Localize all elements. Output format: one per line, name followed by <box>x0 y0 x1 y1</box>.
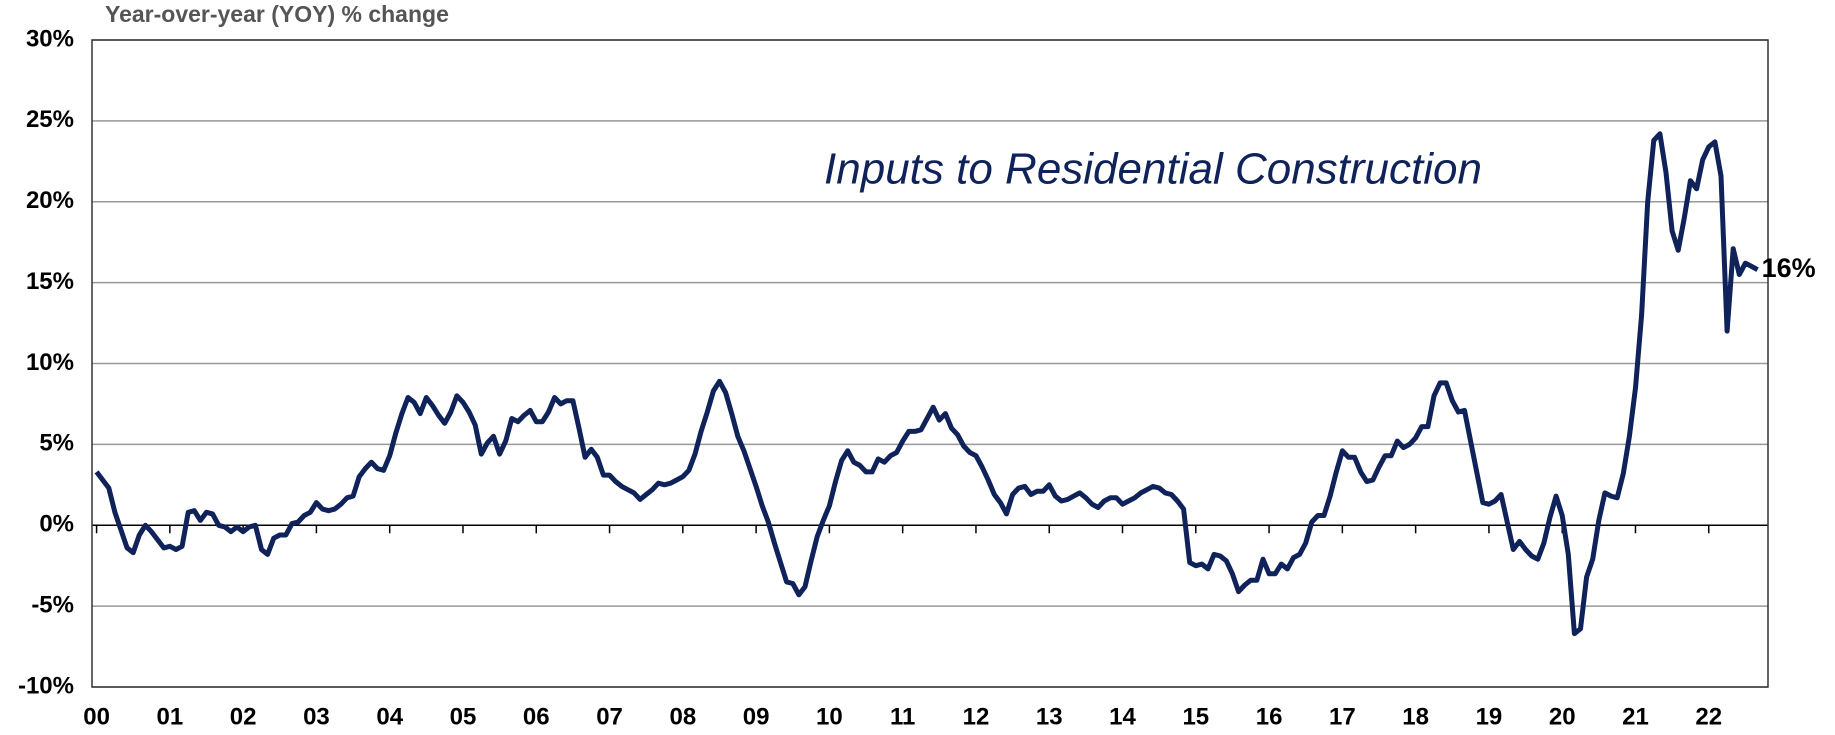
x-tick-label: 04 <box>376 703 403 730</box>
x-tick-label: 03 <box>303 703 330 730</box>
x-tick-label: 10 <box>816 703 843 730</box>
y-tick-label: 25% <box>26 106 74 133</box>
series-line <box>94 131 1759 637</box>
y-tick-label: 15% <box>26 268 74 295</box>
x-tick-label: 06 <box>523 703 550 730</box>
x-tick-label: 07 <box>596 703 623 730</box>
y-tick-label: -10% <box>18 672 74 699</box>
x-tick-label: 20 <box>1549 703 1576 730</box>
x-tick-label: 12 <box>963 703 990 730</box>
x-tick-label: 09 <box>743 703 770 730</box>
x-tick-label: 19 <box>1476 703 1503 730</box>
y-tick-label: 20% <box>26 187 74 214</box>
y-tick-label: 0% <box>39 511 74 538</box>
x-tick-label: 13 <box>1036 703 1063 730</box>
x-tick-label: 15 <box>1182 703 1209 730</box>
x-tick-label: 18 <box>1402 703 1429 730</box>
y-tick-label: -5% <box>31 591 74 618</box>
x-tick-label: 16 <box>1256 703 1283 730</box>
y-tick-label: 10% <box>26 349 74 376</box>
plot-border <box>91 39 1769 688</box>
x-tick-label: 21 <box>1622 703 1649 730</box>
end-label: 16% <box>1762 253 1816 283</box>
y-tick-label: 30% <box>26 25 74 52</box>
x-tick-label: 14 <box>1109 703 1136 730</box>
x-tick-label: 01 <box>157 703 184 730</box>
y-tick-label: 5% <box>39 430 74 457</box>
y-axis-label: Year-over-year (YOY) % change <box>105 1 449 27</box>
x-tick-label: 05 <box>450 703 477 730</box>
x-tick-label: 08 <box>669 703 696 730</box>
x-tick-label: 00 <box>83 703 110 730</box>
series-name: Inputs to Residential Construction <box>824 145 1482 194</box>
x-tick-label: 02 <box>230 703 257 730</box>
x-tick-label: 22 <box>1695 703 1722 730</box>
x-tick-label: 11 <box>890 703 915 730</box>
x-tick-label: 17 <box>1329 703 1356 730</box>
